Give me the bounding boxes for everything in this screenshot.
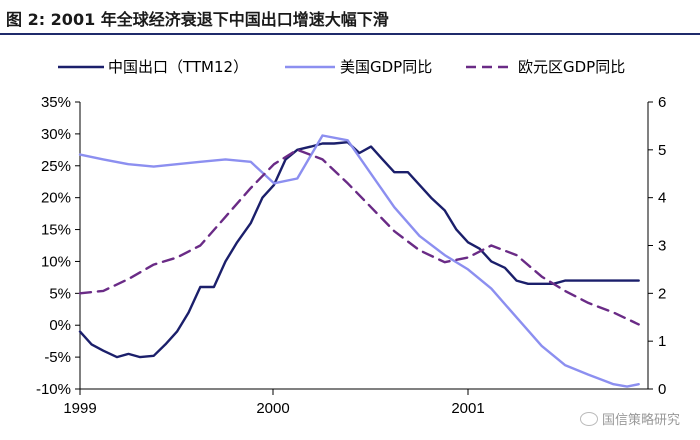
x-tick-label: 2000	[256, 400, 289, 417]
y-left-tick-label: 0%	[49, 317, 71, 334]
y-left-tick-label: 10%	[41, 253, 71, 270]
y-left-tick-label: 20%	[41, 190, 71, 207]
y-left-tick-label: 35%	[41, 94, 71, 111]
y-right-tick-label: 4	[658, 190, 666, 207]
y-left-tick-label: 5%	[49, 285, 71, 302]
legend-label-china: 中国出口（TTM12）	[108, 58, 248, 76]
y-left-tick-label: -5%	[44, 349, 71, 366]
series-line-china-exports	[78, 140, 640, 359]
legend-label-euro: 欧元区GDP同比	[518, 58, 625, 76]
y-left-tick-label: 30%	[41, 126, 71, 143]
watermark: 国信策略研究	[579, 409, 680, 428]
y-right-tick-label: 5	[658, 142, 666, 159]
series-line-us-gdp	[78, 134, 640, 388]
y-left-tick-label: -10%	[36, 381, 71, 398]
y-left-tick-label: 25%	[41, 158, 71, 175]
y-right-tick-label: 3	[658, 238, 666, 255]
axes: 35% 30% 25% 20% 15% 10% 5% 0% -5% -10% 6 5 4 3 2 1 0 1999…	[36, 94, 666, 417]
watermark-text: 国信策略研究	[601, 413, 680, 428]
x-tick-label: 2001	[451, 400, 484, 417]
y-left-tick-label: 15%	[41, 222, 71, 239]
x-tick-label: 1999	[63, 400, 96, 417]
legend-label-us: 美国GDP同比	[340, 58, 432, 76]
wechat-icon	[579, 411, 598, 426]
title-rule	[0, 33, 700, 35]
y-right-tick-label: 2	[658, 285, 666, 302]
series-line-euro-gdp	[78, 148, 640, 326]
figure-title-bar: 图 2: 2001 年全球经济衰退下中国出口增速大幅下滑	[0, 0, 700, 35]
legend: 中国出口（TTM12） 美国GDP同比 欧元区GDP同比	[58, 58, 625, 76]
figure-title: 图 2: 2001 年全球经济衰退下中国出口增速大幅下滑	[6, 10, 389, 29]
y-right-tick-label: 6	[658, 94, 666, 111]
y-right-tick-label: 0	[658, 381, 666, 398]
y-right-tick-label: 1	[658, 333, 666, 350]
series-layer	[78, 134, 640, 388]
